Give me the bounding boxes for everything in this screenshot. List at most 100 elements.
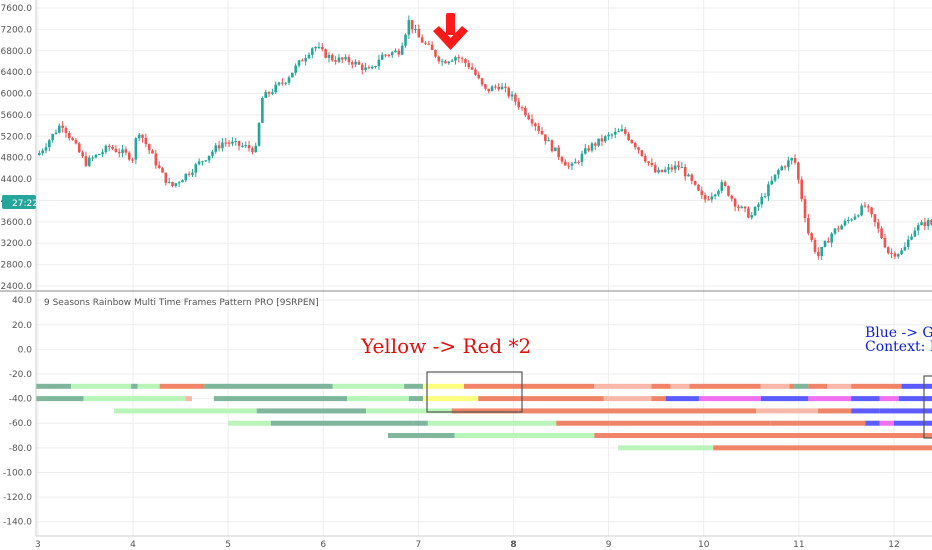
price-y-axis: 17600.0 17200.0 16800.0 16400.0 16000.0 15600… [0,4,32,292]
band-segment [879,420,894,426]
candle-down [730,195,734,199]
indicator-tick-label: -40.0 [9,395,33,405]
band-segment [670,383,690,389]
candle-up [760,196,764,205]
candle-up [254,145,258,152]
time-tick-label: 5 [225,540,231,550]
indicator-title: 9 Seasons Rainbow Multi Time Frames Patt… [44,298,319,308]
candle-down [517,101,521,108]
candle-down [171,181,174,186]
band-segment [83,396,186,402]
candle-up [304,58,307,62]
candle-down [876,222,880,229]
candle-down [544,134,547,142]
candle-up [830,233,833,243]
band-segment [413,420,428,426]
highlight-box-yellow-red [426,371,523,413]
band-segment [427,420,557,426]
candle-down [247,145,251,149]
down-arrow-shaft [446,13,455,35]
indicator-tick-label: -20.0 [9,370,33,380]
time-tick-label: 7 [416,540,422,550]
candle-down [627,133,630,141]
candle-down [161,167,164,173]
candle-up [910,236,913,240]
candle-up [667,167,670,170]
candle-up [843,220,847,226]
band-segment [713,445,932,451]
candle-up [770,180,774,185]
candle-up [41,150,44,154]
time-tick-label: 10 [698,540,710,550]
candle-up [404,34,407,46]
candle-up [440,61,444,63]
band-segment [36,396,84,402]
candle-up [673,165,677,170]
time-tick-label: 6 [320,540,326,550]
candle-up [44,147,48,151]
candle-up [380,54,384,60]
candle-up [900,250,903,255]
candle-up [407,20,411,35]
candle-down [84,156,88,166]
candle-down [783,166,787,168]
candle-up [447,61,451,64]
band-segment [113,408,257,414]
candle-down [827,241,830,243]
candle-up [617,131,620,133]
candle-up [787,160,790,168]
candle-up [846,219,850,221]
band-segment [366,408,452,414]
candle-down [640,150,644,157]
down-arrow-head [433,26,468,50]
candle-up [610,134,614,136]
band-segment [770,420,866,426]
candle-up [291,72,294,78]
candle-down [514,94,517,102]
candle-up [307,54,311,59]
candle-down [384,54,387,56]
candle-down [457,57,461,59]
band-segment [808,396,852,402]
price-tick-label: 17600.0 [0,4,32,14]
candle-up [91,157,94,159]
price-tick-label: 14400.0 [0,175,32,185]
candle-up [194,164,198,173]
candle-down [321,46,324,50]
candle-down [550,140,554,152]
candle-up [853,216,857,220]
candle-down [111,147,114,149]
band-segment [204,383,333,389]
candle-up [710,196,714,200]
candle-down [427,43,431,45]
band-segment [71,383,132,389]
candle-up [833,228,837,234]
candle-down [484,84,487,89]
candle-down [564,161,567,166]
candle-up [234,140,238,142]
candle-down [837,228,840,230]
candle-down [430,44,434,50]
band-segment [665,396,699,402]
candle-down [74,140,78,144]
candle-up [767,184,770,197]
candle-down [187,173,191,175]
candle-up [414,28,417,30]
candle-up [763,196,767,198]
candle-down [334,60,337,62]
candle-down [623,129,627,134]
candle-down [647,161,650,163]
band-segment [270,420,414,426]
band-segment [408,396,424,402]
candle-up [720,182,724,191]
candle-up [97,154,101,156]
candle-up [663,169,667,172]
candle-down [470,67,474,70]
candle-up [374,66,377,68]
candle-down [131,159,134,161]
candle-down [281,82,284,84]
price-tick-label: 13200.0 [0,239,32,249]
candle-up [680,166,684,168]
candle-down [813,240,817,252]
candle-down [460,58,464,60]
